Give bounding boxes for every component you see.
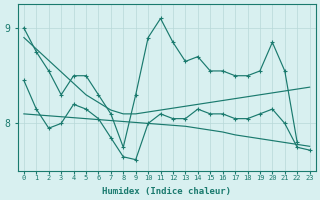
X-axis label: Humidex (Indice chaleur): Humidex (Indice chaleur) (102, 187, 231, 196)
